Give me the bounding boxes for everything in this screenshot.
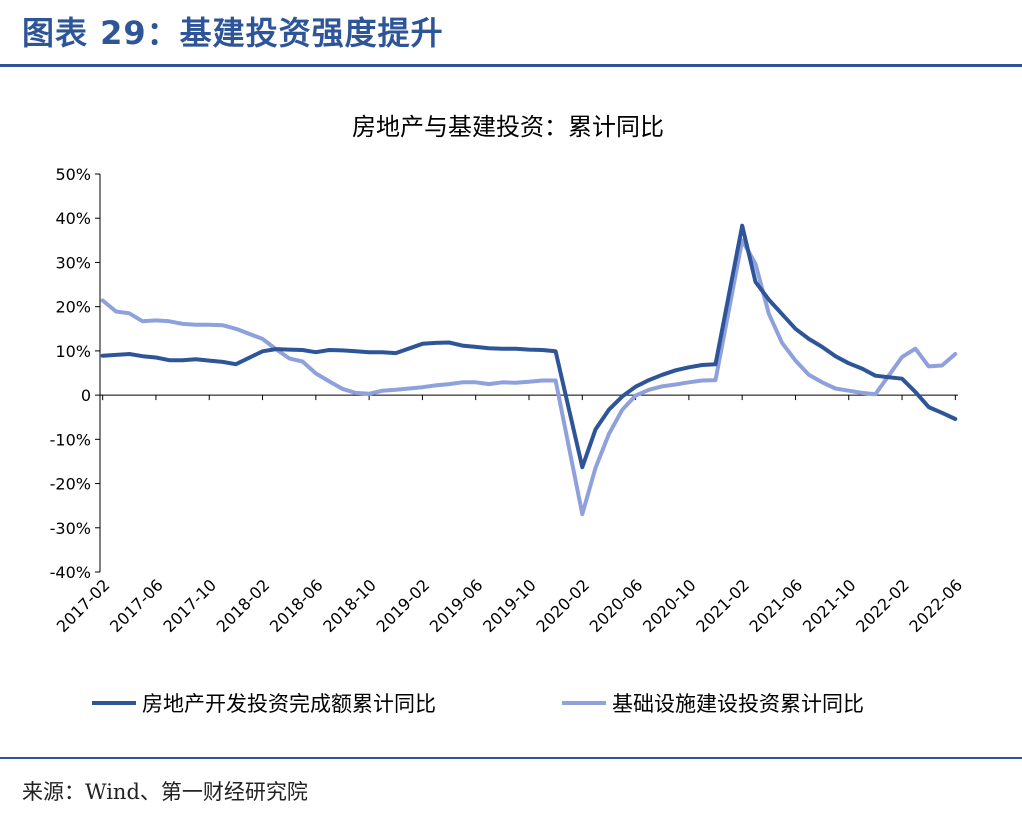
x-tick-label: 2021-06 xyxy=(746,575,807,636)
legend-label: 房地产开发投资完成额累计同比 xyxy=(142,692,436,716)
x-tick-label: 2018-02 xyxy=(213,575,274,636)
x-tick-label: 2017-06 xyxy=(106,575,167,636)
y-tick-label: 10% xyxy=(55,342,91,361)
chart-title: 房地产与基建投资：累计同比 xyxy=(352,113,664,141)
x-tick-label: 2017-02 xyxy=(53,575,114,636)
y-tick-label: -30% xyxy=(50,519,91,538)
x-tick-label: 2020-02 xyxy=(532,575,593,636)
y-tick-label: 20% xyxy=(55,298,91,317)
figure-title: 图表 29：基建投资强度提升 xyxy=(22,14,444,52)
y-tick-label: 50% xyxy=(55,165,91,184)
x-tick-label: 2018-06 xyxy=(266,575,327,636)
x-tick-label: 2019-06 xyxy=(426,575,487,636)
y-tick-label: -40% xyxy=(50,563,91,582)
y-tick-label: 40% xyxy=(55,209,91,228)
x-tick-label: 2021-02 xyxy=(692,575,753,636)
legend-item-infrastructure: 基础设施建设投资累计同比 xyxy=(562,692,864,716)
x-tick-label: 2021-10 xyxy=(799,575,860,636)
legend-item-real-estate: 房地产开发投资完成额累计同比 xyxy=(92,692,436,716)
x-tick-label: 2020-10 xyxy=(639,575,700,636)
chart-series xyxy=(100,223,958,517)
y-tick-label: 0 xyxy=(81,386,91,405)
y-tick-label: -10% xyxy=(50,430,91,449)
title-divider xyxy=(0,64,1022,67)
legend-label: 基础设施建设投资累计同比 xyxy=(612,692,864,716)
series-line-infrastructure xyxy=(100,238,958,517)
footer-divider xyxy=(0,757,1022,759)
x-tick-label: 2022-02 xyxy=(852,575,913,636)
x-tick-label: 2019-10 xyxy=(479,575,540,636)
x-tick-label: 2019-02 xyxy=(373,575,434,636)
series-line-real-estate xyxy=(100,223,958,470)
x-tick-label: 2022-06 xyxy=(905,575,966,636)
x-tick-label: 2017-10 xyxy=(159,575,220,636)
y-tick-label: 30% xyxy=(55,253,91,272)
chart-axes: -40%-30%-20%-10%010%20%30%40%50%2017-022… xyxy=(50,165,967,636)
source-note: 来源：Wind、第一财经研究院 xyxy=(22,780,308,804)
y-tick-label: -20% xyxy=(50,475,91,494)
x-tick-label: 2020-06 xyxy=(586,575,647,636)
chart-legend: 房地产开发投资完成额累计同比 基础设施建设投资累计同比 xyxy=(92,692,864,716)
x-tick-label: 2018-10 xyxy=(319,575,380,636)
